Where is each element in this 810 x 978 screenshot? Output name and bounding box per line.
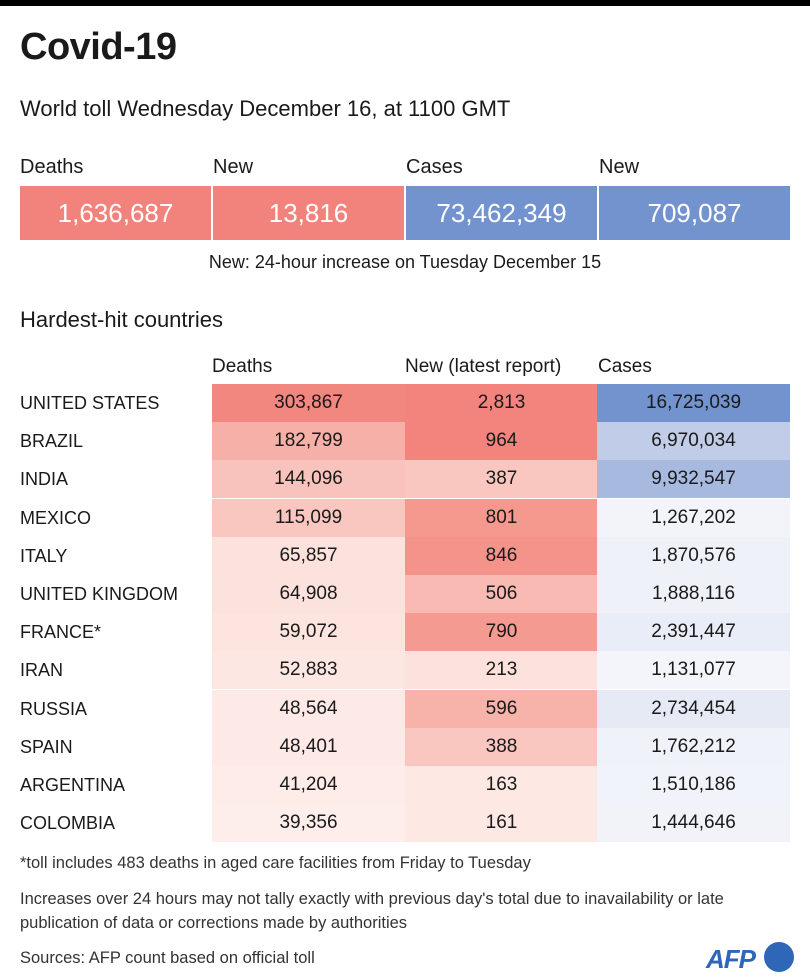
table-row: SPAIN 48,401 388 1,762,212 bbox=[0, 727, 810, 766]
cell-deaths: 39,356 bbox=[212, 804, 405, 843]
cell-new: 388 bbox=[405, 727, 598, 766]
cell-deaths: 65,857 bbox=[212, 536, 405, 575]
page-title: Covid-19 bbox=[20, 26, 177, 68]
cell-deaths: 64,908 bbox=[212, 575, 405, 613]
cell-cases: 16,725,039 bbox=[597, 384, 790, 422]
country-name: BRAZIL bbox=[20, 431, 84, 452]
cell-cases: 1,762,212 bbox=[597, 727, 790, 766]
sources: Sources: AFP count based on official tol… bbox=[20, 949, 315, 967]
section-title: Hardest-hit countries bbox=[20, 307, 223, 332]
cell-cases: 1,870,576 bbox=[597, 536, 790, 575]
table-row: MEXICO 115,099 801 1,267,202 bbox=[0, 498, 810, 537]
cell-new: 213 bbox=[405, 651, 598, 690]
country-name: SPAIN bbox=[20, 736, 73, 757]
cell-cases: 1,888,116 bbox=[597, 575, 790, 613]
cell-new: 846 bbox=[405, 536, 598, 575]
country-name: FRANCE* bbox=[20, 622, 102, 643]
cell-deaths: 144,096 bbox=[212, 460, 405, 499]
table-row: FRANCE* 59,072 790 2,391,447 bbox=[0, 613, 810, 652]
cell-new: 506 bbox=[405, 575, 598, 613]
cell-deaths: 48,401 bbox=[212, 727, 405, 766]
country-name: IRAN bbox=[20, 660, 64, 681]
cell-cases: 6,970,034 bbox=[597, 422, 790, 461]
cell-deaths: 41,204 bbox=[212, 766, 405, 804]
cell-deaths: 52,883 bbox=[212, 651, 405, 690]
cell-deaths: 115,099 bbox=[212, 498, 405, 537]
country-name: COLOMBIA bbox=[20, 813, 116, 834]
cell-new: 2,813 bbox=[405, 384, 598, 422]
cell-new: 801 bbox=[405, 498, 598, 537]
table-row: INDIA 144,096 387 9,932,547 bbox=[0, 460, 810, 499]
country-name: RUSSIA bbox=[20, 698, 88, 719]
table-row: IRAN 52,883 213 1,131,077 bbox=[0, 651, 810, 690]
summary-label: New bbox=[213, 156, 254, 178]
cell-new: 790 bbox=[405, 613, 598, 652]
column-header-new: New (latest report) bbox=[405, 356, 562, 377]
footnote-increases: Increases over 24 hours may not tally ex… bbox=[20, 890, 724, 932]
country-name: UNITED KINGDOM bbox=[20, 584, 179, 604]
top-bar bbox=[0, 0, 810, 6]
footnote-asterisk: *toll includes 483 deaths in aged care f… bbox=[20, 854, 531, 872]
column-header-cases: Cases bbox=[598, 356, 652, 377]
cell-new: 161 bbox=[405, 804, 598, 843]
cell-cases: 2,734,454 bbox=[597, 689, 790, 728]
table-row: UNITED STATES 303,867 2,813 16,725,039 bbox=[0, 384, 810, 422]
country-name: ARGENTINA bbox=[20, 775, 126, 795]
table-row: COLOMBIA 39,356 161 1,444,646 bbox=[0, 804, 810, 843]
summary-label: New bbox=[599, 156, 640, 178]
summary-value: 1,636,687 bbox=[20, 186, 211, 240]
cell-deaths: 182,799 bbox=[212, 422, 405, 461]
country-name: UNITED STATES bbox=[20, 393, 160, 413]
summary-label: Deaths bbox=[20, 156, 84, 178]
cell-deaths: 48,564 bbox=[212, 689, 405, 728]
cell-deaths: 303,867 bbox=[212, 384, 405, 422]
summary-value: 73,462,349 bbox=[406, 186, 597, 240]
cell-cases: 1,510,186 bbox=[597, 766, 790, 804]
cell-new: 387 bbox=[405, 460, 598, 499]
cell-cases: 1,131,077 bbox=[597, 651, 790, 690]
subtitle: World toll Wednesday December 16, at 110… bbox=[20, 96, 511, 121]
column-header-deaths: Deaths bbox=[212, 356, 273, 377]
table-row: RUSSIA 48,564 596 2,734,454 bbox=[0, 689, 810, 728]
cell-new: 596 bbox=[405, 689, 598, 728]
table-row: UNITED KINGDOM 64,908 506 1,888,116 bbox=[0, 575, 810, 613]
summary-value: 709,087 bbox=[599, 186, 790, 240]
cell-cases: 1,444,646 bbox=[597, 804, 790, 843]
summary-value: 13,816 bbox=[213, 186, 404, 240]
table-row: ITALY 65,857 846 1,870,576 bbox=[0, 536, 810, 575]
country-name: ITALY bbox=[20, 545, 68, 566]
afp-logo-circle bbox=[764, 942, 794, 972]
cell-new: 964 bbox=[405, 422, 598, 461]
summary-note: New: 24-hour increase on Tuesday Decembe… bbox=[208, 252, 602, 272]
cell-cases: 9,932,547 bbox=[597, 460, 790, 499]
country-name: INDIA bbox=[20, 469, 69, 490]
country-name: MEXICO bbox=[20, 507, 92, 528]
cell-deaths: 59,072 bbox=[212, 613, 405, 652]
cell-cases: 1,267,202 bbox=[597, 498, 790, 537]
cell-new: 163 bbox=[405, 766, 598, 804]
summary-label: Cases bbox=[406, 156, 463, 178]
table-row: ARGENTINA 41,204 163 1,510,186 bbox=[0, 766, 810, 804]
table-row: BRAZIL 182,799 964 6,970,034 bbox=[0, 422, 810, 461]
cell-cases: 2,391,447 bbox=[597, 613, 790, 652]
afp-logo: AFP bbox=[706, 944, 756, 974]
